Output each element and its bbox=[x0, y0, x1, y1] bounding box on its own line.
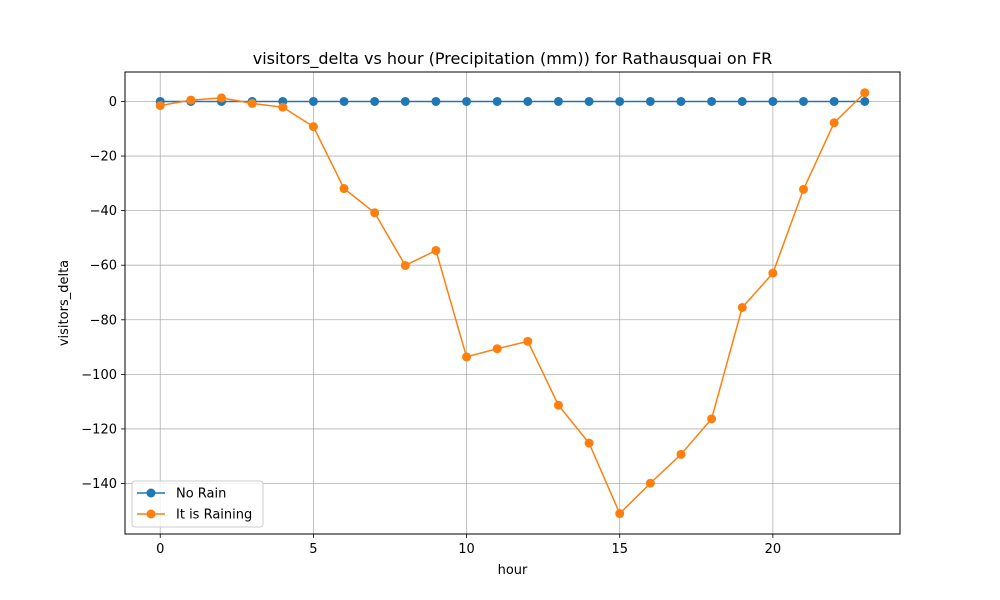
legend-label-no-rain: No Rain bbox=[176, 487, 226, 502]
series-line-it-is-raining bbox=[160, 92, 866, 515]
data-point-no-rain bbox=[462, 96, 472, 106]
data-point-it-is-raining bbox=[553, 400, 563, 410]
data-point-no-rain bbox=[400, 96, 410, 106]
data-point-it-is-raining bbox=[370, 208, 380, 218]
x-axis-label: hour bbox=[498, 563, 528, 578]
legend-label-raining: It is Raining bbox=[176, 508, 252, 523]
y-tick-label: 0 bbox=[109, 95, 117, 110]
data-point-no-rain bbox=[523, 96, 533, 106]
data-point-it-is-raining bbox=[431, 245, 441, 255]
data-point-no-rain bbox=[676, 96, 686, 106]
chart-title: visitors_delta vs hour (Precipitation (m… bbox=[253, 49, 773, 69]
data-point-no-rain bbox=[737, 96, 747, 106]
x-tick-label: 20 bbox=[765, 542, 782, 557]
y-tick-label: −60 bbox=[90, 259, 117, 274]
ticks: 0 5 10 15 20 0 −20 −40 −60 −80 −100 −120 −140 bbox=[81, 95, 781, 557]
data-point-no-rain bbox=[308, 96, 318, 106]
data-point-it-is-raining bbox=[339, 184, 349, 194]
data-point-no-rain bbox=[645, 96, 655, 106]
y-tick-label: −40 bbox=[90, 204, 117, 219]
data-point-it-is-raining bbox=[247, 98, 257, 108]
plot-area bbox=[125, 72, 900, 534]
y-axis-label: visitors_delta bbox=[57, 260, 72, 346]
y-tick-label: −80 bbox=[90, 313, 117, 328]
x-tick-label: 10 bbox=[458, 542, 475, 557]
series-it-is-raining bbox=[155, 88, 870, 519]
data-point-no-rain bbox=[492, 96, 502, 106]
data-point-it-is-raining bbox=[584, 438, 594, 448]
data-point-no-rain bbox=[799, 96, 809, 106]
data-point-it-is-raining bbox=[155, 101, 165, 111]
data-point-it-is-raining bbox=[707, 414, 717, 424]
data-point-no-rain bbox=[584, 96, 594, 106]
grid bbox=[125, 72, 900, 534]
data-point-it-is-raining bbox=[737, 303, 747, 313]
data-point-no-rain bbox=[615, 96, 625, 106]
data-point-no-rain bbox=[339, 96, 349, 106]
x-tick-label: 5 bbox=[309, 542, 317, 557]
data-point-it-is-raining bbox=[462, 352, 472, 362]
y-tick-label: −140 bbox=[81, 477, 117, 492]
data-point-no-rain bbox=[829, 96, 839, 106]
data-point-no-rain bbox=[768, 96, 778, 106]
data-point-it-is-raining bbox=[308, 122, 318, 132]
legend-marker-raining bbox=[146, 509, 156, 519]
series-layer bbox=[155, 88, 870, 519]
legend-marker-no-rain bbox=[146, 488, 156, 498]
series-no-rain bbox=[155, 96, 870, 106]
data-point-it-is-raining bbox=[645, 478, 655, 488]
legend: No Rain It is Raining bbox=[131, 480, 264, 528]
plot-frame bbox=[124, 71, 901, 535]
data-point-no-rain bbox=[553, 96, 563, 106]
data-point-no-rain bbox=[370, 96, 380, 106]
x-tick-label: 0 bbox=[156, 542, 164, 557]
data-point-it-is-raining bbox=[216, 93, 226, 103]
y-tick-label: −120 bbox=[81, 422, 117, 437]
y-tick-label: −20 bbox=[90, 150, 117, 165]
data-point-it-is-raining bbox=[400, 260, 410, 270]
data-point-it-is-raining bbox=[799, 184, 809, 194]
data-point-no-rain bbox=[707, 96, 717, 106]
data-point-it-is-raining bbox=[615, 509, 625, 519]
data-point-it-is-raining bbox=[860, 88, 870, 98]
data-point-it-is-raining bbox=[829, 118, 839, 128]
data-point-no-rain bbox=[431, 96, 441, 106]
x-tick-label: 15 bbox=[611, 542, 628, 557]
data-point-it-is-raining bbox=[186, 95, 196, 105]
data-point-it-is-raining bbox=[676, 449, 686, 459]
y-tick-label: −100 bbox=[81, 368, 117, 383]
data-point-it-is-raining bbox=[492, 344, 502, 354]
data-point-it-is-raining bbox=[278, 102, 288, 112]
data-point-it-is-raining bbox=[768, 268, 778, 278]
data-point-it-is-raining bbox=[523, 336, 533, 346]
data-point-no-rain bbox=[860, 96, 870, 106]
